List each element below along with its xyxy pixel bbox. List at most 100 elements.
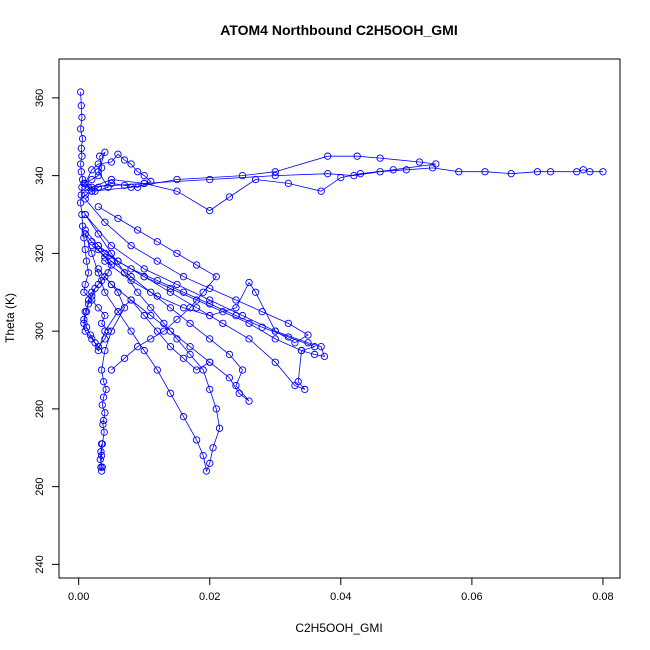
data-point xyxy=(88,187,96,195)
data-point xyxy=(114,308,122,316)
data-point xyxy=(402,166,410,174)
data-point xyxy=(101,409,109,417)
x-tick-label: 0.06 xyxy=(461,591,482,603)
x-axis-label: C2H5OOH_GMI xyxy=(295,621,382,635)
y-axis-label: Theta (K) xyxy=(3,293,17,343)
data-point xyxy=(179,273,188,281)
data-point xyxy=(284,319,293,328)
data-point xyxy=(579,166,587,174)
data-point xyxy=(225,350,234,359)
data-series xyxy=(94,203,220,374)
data-point xyxy=(88,292,96,300)
data-series xyxy=(81,164,607,191)
data-point xyxy=(102,385,110,394)
data-point xyxy=(206,300,214,308)
data-point xyxy=(353,152,361,160)
data-point xyxy=(107,366,116,374)
data-point xyxy=(127,296,135,304)
data-point xyxy=(127,327,135,335)
data-point xyxy=(127,265,135,273)
data-point xyxy=(251,175,260,184)
data-point xyxy=(291,339,299,347)
data-point xyxy=(84,269,93,277)
data-point xyxy=(133,288,142,296)
data-point xyxy=(481,168,489,176)
data-point xyxy=(199,288,207,296)
y-tick-label: 320 xyxy=(34,244,46,262)
data-point xyxy=(245,335,253,343)
data-series xyxy=(80,148,155,199)
data-point xyxy=(77,102,85,110)
data-point xyxy=(114,214,122,223)
data-point xyxy=(225,374,234,382)
data-point xyxy=(310,343,319,351)
series-line xyxy=(84,229,316,352)
data-point xyxy=(291,381,299,390)
data-point xyxy=(140,346,148,355)
data-point xyxy=(297,346,306,355)
data-point xyxy=(86,331,95,339)
data-point xyxy=(81,191,89,199)
data-point xyxy=(206,175,214,184)
data-point xyxy=(94,160,102,168)
data-point xyxy=(147,304,155,312)
data-point xyxy=(324,152,332,160)
data-point xyxy=(173,175,181,184)
data-point xyxy=(77,168,85,176)
y-tick-label: 300 xyxy=(34,322,46,340)
data-point xyxy=(140,273,148,281)
data-point xyxy=(153,366,161,374)
data-point xyxy=(179,413,188,421)
data-point xyxy=(546,168,555,176)
data-point xyxy=(586,168,594,176)
data-point xyxy=(88,183,96,191)
data-point xyxy=(91,284,99,293)
data-point xyxy=(206,385,214,394)
data-point xyxy=(166,304,175,312)
data-point xyxy=(192,436,201,444)
series-layer xyxy=(76,88,607,475)
data-point xyxy=(127,160,135,168)
data-point xyxy=(153,257,161,265)
data-point xyxy=(153,238,161,246)
data-point xyxy=(107,158,116,166)
data-point xyxy=(99,420,107,429)
data-point xyxy=(320,352,329,361)
data-point xyxy=(81,308,89,316)
data-point xyxy=(127,241,135,250)
data-point xyxy=(271,358,279,366)
series-line xyxy=(83,233,210,371)
data-point xyxy=(81,179,89,188)
data-point xyxy=(219,308,227,316)
data-point xyxy=(127,276,135,285)
data-point xyxy=(258,308,266,316)
data-point xyxy=(114,257,122,265)
x-tick-label: 0.00 xyxy=(68,591,89,603)
data-point xyxy=(99,393,108,401)
data-point xyxy=(245,397,253,405)
data-point xyxy=(133,343,142,351)
y-tick-label: 260 xyxy=(34,477,46,495)
data-point xyxy=(107,261,116,269)
data-point xyxy=(78,113,86,121)
chart-title: ATOM4 Northbound C2H5OOH_GMI xyxy=(220,22,457,38)
data-point xyxy=(101,218,109,226)
data-point xyxy=(140,311,148,320)
data-point xyxy=(82,257,91,265)
data-point xyxy=(80,288,88,296)
y-tick-label: 240 xyxy=(34,555,46,573)
data-point xyxy=(107,280,116,289)
data-point xyxy=(127,183,135,191)
data-point xyxy=(245,278,253,287)
data-point xyxy=(120,304,129,312)
data-point xyxy=(88,166,96,174)
y-tick-label: 280 xyxy=(34,400,46,418)
data-point xyxy=(97,276,106,285)
data-point xyxy=(209,444,217,452)
data-point xyxy=(81,226,89,234)
data-point xyxy=(88,249,96,258)
data-point xyxy=(101,253,109,261)
data-point xyxy=(88,238,96,246)
data-point xyxy=(101,327,109,335)
data-point xyxy=(166,389,175,397)
